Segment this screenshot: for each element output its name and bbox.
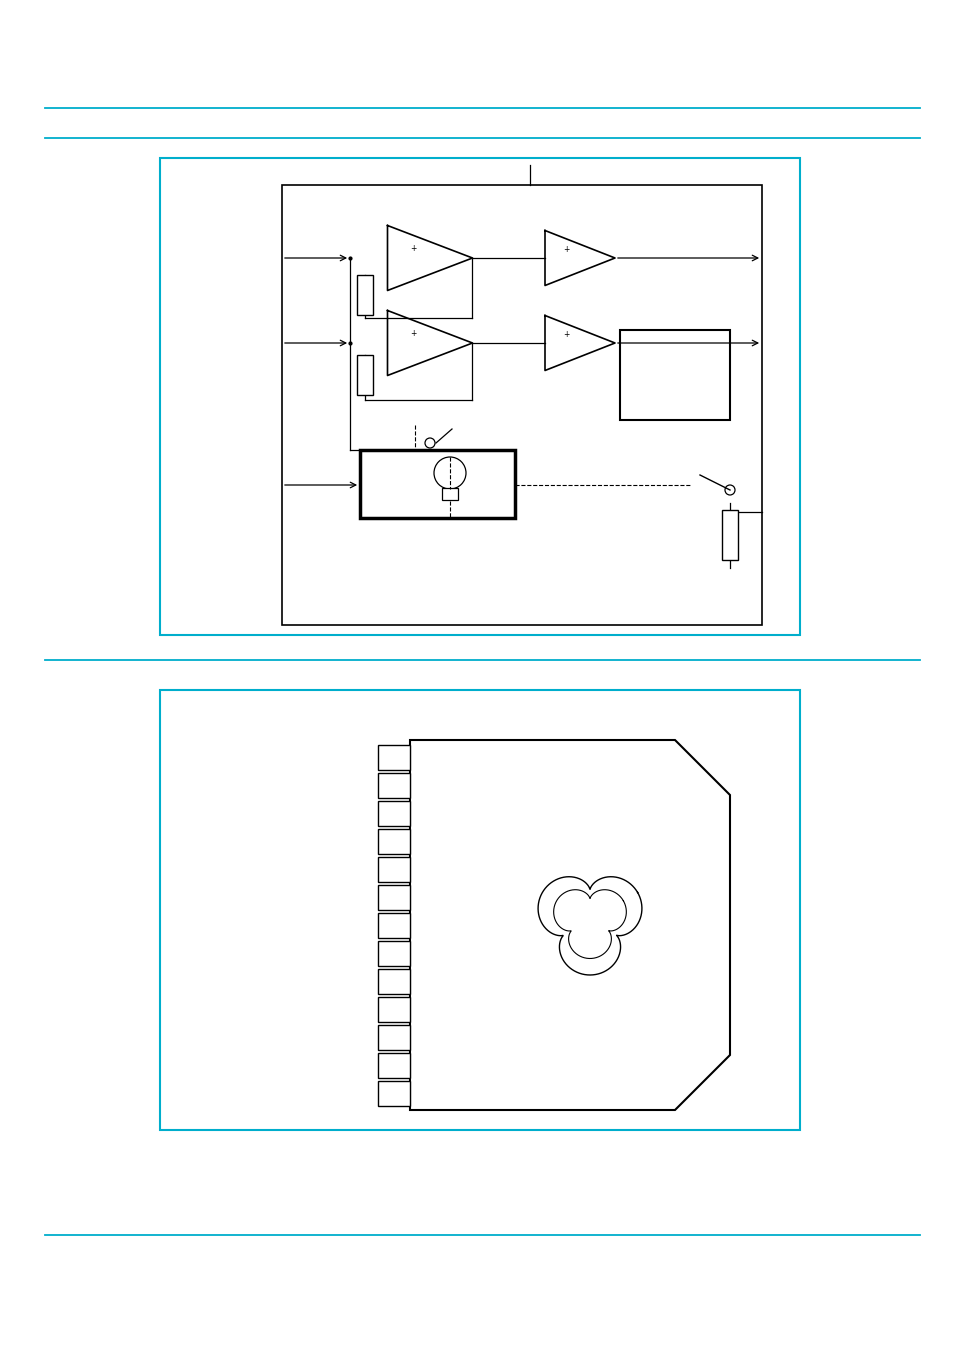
Bar xyxy=(377,801,410,825)
Bar xyxy=(356,276,373,315)
Bar xyxy=(377,940,410,966)
Bar xyxy=(356,355,373,394)
Bar xyxy=(377,912,410,938)
Bar xyxy=(377,885,410,909)
Bar xyxy=(377,857,410,881)
Bar xyxy=(441,488,457,500)
Text: +: + xyxy=(562,330,569,339)
Bar xyxy=(619,330,729,420)
Bar xyxy=(377,828,410,854)
Bar xyxy=(160,690,800,1129)
Bar xyxy=(377,1081,410,1105)
Text: +: + xyxy=(410,243,416,253)
Bar xyxy=(377,1024,410,1050)
Bar xyxy=(377,773,410,797)
Bar xyxy=(282,185,761,626)
Bar xyxy=(377,744,410,770)
Bar xyxy=(359,450,515,517)
Bar xyxy=(377,997,410,1021)
Text: +: + xyxy=(410,328,416,338)
Bar xyxy=(721,509,738,561)
Bar xyxy=(377,1052,410,1078)
Bar xyxy=(160,158,800,635)
Text: +: + xyxy=(562,246,569,254)
Polygon shape xyxy=(410,740,729,1111)
Bar xyxy=(377,969,410,993)
